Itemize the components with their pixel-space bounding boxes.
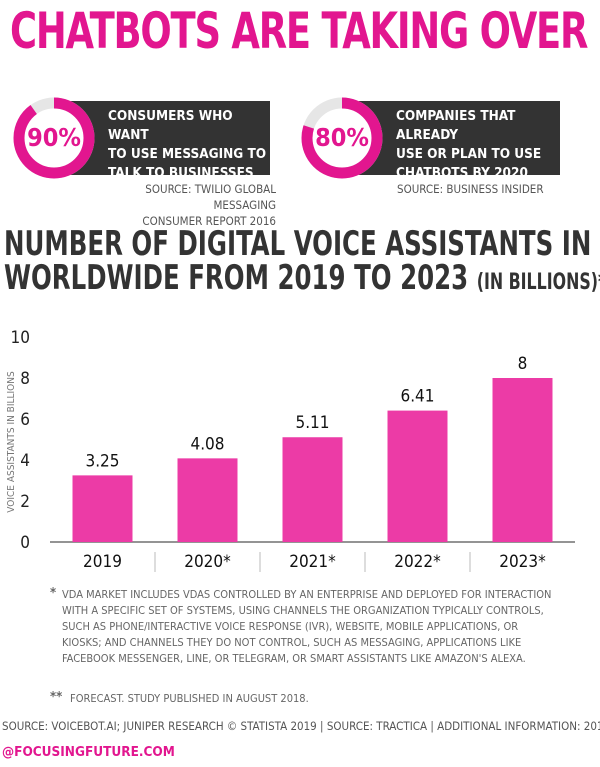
y-tick-label: 2 [20,492,30,512]
y-tick-label: 4 [20,451,30,471]
ring-progress-arc [301,97,383,179]
x-tick-label: 2020* [184,552,231,572]
chart-title-unit: (IN BILLIONS)* [476,270,600,295]
ring-chart-companies: 80% [296,92,388,184]
percent-companies: 80% [315,123,369,152]
social-handle[interactable]: @FOCUSINGFUTURE.COM [2,744,175,760]
source-companies: SOURCE: BUSINESS INSIDER [397,182,544,196]
y-tick-label: 8 [20,369,30,389]
bar-value-label: 5.11 [295,413,329,433]
footnote-vda: VDA MARKET INCLUDES VDAS CONTROLLED BY A… [62,588,552,665]
stat-text-consumers: CONSUMERS WHO WANT TO USE MESSAGING TO T… [108,108,267,181]
bar [492,378,553,542]
y-tick-label: 0 [20,533,30,553]
source-credits: SOURCE: VOICEBOT.AI; JUNIPER RESEARCH © … [2,719,600,733]
chart-title-line2: WORLDWIDE FROM 2019 TO 2023 [4,258,469,298]
bar [387,410,448,542]
headline: CHATBOTS ARE TAKING OVER [10,2,588,60]
stat-text-companies: COMPANIES THAT ALREADY USE OR PLAN TO US… [396,108,542,181]
x-tick-label: 2023* [499,552,546,572]
bar-value-label: 6.41 [400,387,434,407]
bar-chart: 0 2 4 6 8 10 VOICE ASSISTANTS IN BILLIONS 3.25 2… [6,328,575,572]
bar-value-label: 8 [518,354,528,374]
bar [72,475,133,542]
percent-consumers: 90% [27,123,81,152]
footnote-mark-1: * [50,586,57,601]
chart-title-line1: NUMBER OF DIGITAL VOICE ASSISTANTS IN [4,224,592,264]
bar [282,437,343,542]
footnote-forecast: FORECAST. STUDY PUBLISHED IN AUGUST 2018… [70,692,309,705]
ring-progress-arc [13,97,95,179]
footnote-mark-2: ** [50,690,63,705]
x-tick-label: 2021* [289,552,336,572]
bar-value-label: 4.08 [190,434,224,454]
x-tick-label: 2022* [394,552,441,572]
y-axis-label: VOICE ASSISTANTS IN BILLIONS [6,371,17,513]
ring-chart-consumers: 90% [8,92,100,184]
y-tick-label: 6 [20,410,30,430]
x-tick-label: 2019 [83,552,122,572]
y-tick-label: 10 [11,328,30,348]
chart-title: NUMBER OF DIGITAL VOICE ASSISTANTS IN WO… [4,227,600,300]
bar [177,458,238,542]
bar-value-label: 3.25 [85,451,119,471]
source-consumers: SOURCE: TWILIO GLOBAL MESSAGING CONSUMER… [142,182,276,228]
